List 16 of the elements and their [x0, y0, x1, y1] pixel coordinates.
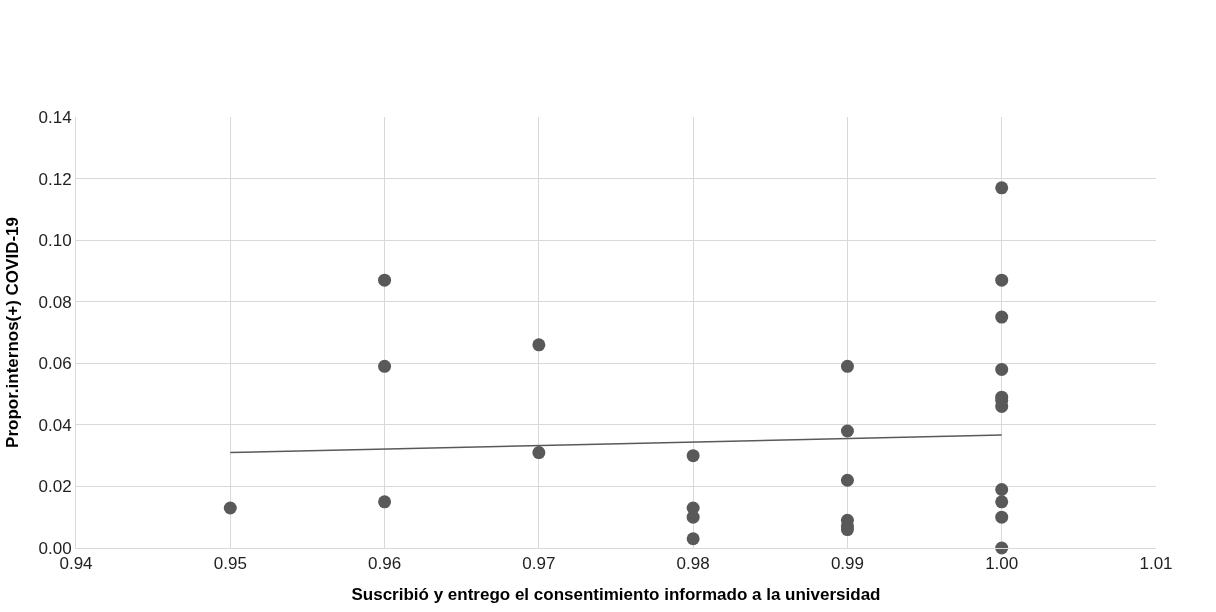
x-tick-label: 0.99	[830, 554, 864, 574]
y-tick-label: 0.14	[38, 107, 72, 127]
y-tick-label: 0.04	[38, 415, 72, 435]
x-axis-title: Suscribió y entrego el consentimiento informado a la universidad	[351, 584, 881, 604]
x-tick-label: 1.01	[1139, 554, 1173, 574]
x-tick-label: 1.00	[985, 554, 1019, 574]
x-tick-label: 0.98	[676, 554, 710, 574]
y-tick-label: 0.06	[38, 354, 72, 374]
x-tick-label: 0.96	[368, 554, 402, 574]
y-axis-title: Propor.internos(+) COVID-19	[3, 217, 23, 448]
y-tick-label: 0.10	[38, 231, 72, 251]
y-tick-label: 0.12	[38, 169, 72, 189]
y-tick-label: 0.02	[38, 477, 72, 497]
y-tick-label: 0.08	[38, 292, 72, 312]
x-tick-label: 0.95	[213, 554, 247, 574]
x-tick-label: 0.97	[522, 554, 556, 574]
